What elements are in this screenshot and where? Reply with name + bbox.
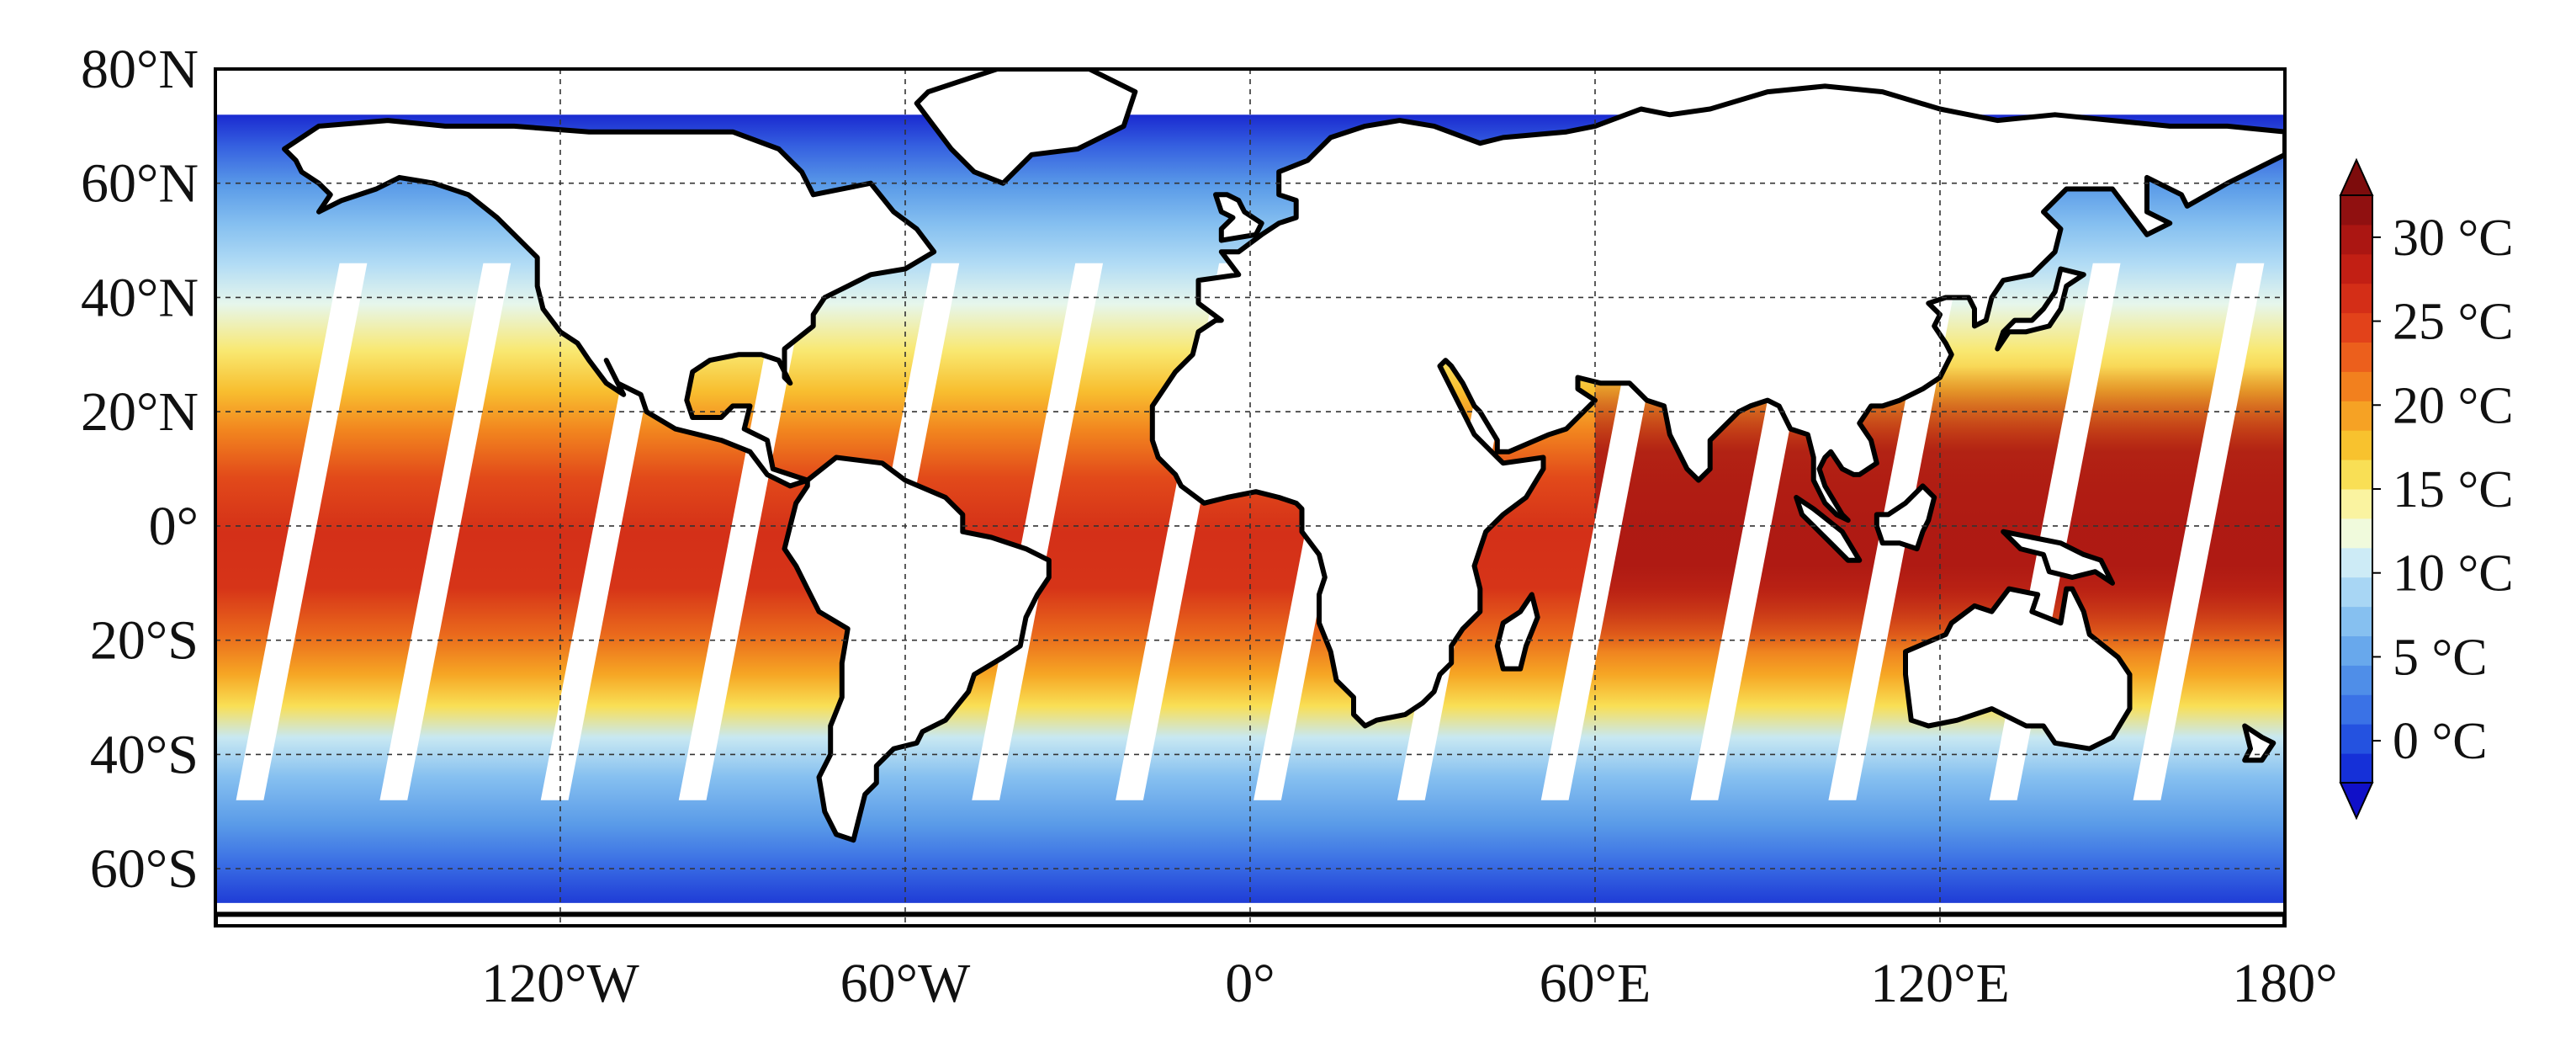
colorbar-segment [2340,253,2372,284]
colorbar-segment [2340,430,2372,460]
colorbar-segment [2340,460,2372,490]
colorbar-extend-low [2339,782,2374,821]
colorbar-segment [2340,312,2372,343]
land-south-america [782,454,1052,843]
colorbar-segment [2340,489,2372,519]
colorbar-segment [2340,694,2372,725]
colorbar-segment [2340,577,2372,608]
land-japan [1995,266,2086,352]
colorbar-segment [2340,724,2372,754]
land-greenland [914,69,1138,186]
lat-tick-label: 20°S [90,610,199,672]
colorbar-tick-label: 30 °C [2393,210,2514,267]
colorbar-segment [2340,635,2372,666]
colorbar-segment [2340,224,2372,255]
colorbar-segment [2340,283,2372,314]
lat-tick-label: 60°S [90,838,199,900]
land-north-america [282,118,937,489]
colorbar-segment [2340,342,2372,372]
lon-tick-label: 60°E [1540,953,1651,1014]
swath-gap-14 [2133,263,2265,800]
lon-tick-label: 0° [1225,953,1275,1014]
colorbar-segment [2340,518,2372,549]
swath-gap-2 [379,263,511,800]
colorbar-tick-label: 5 °C [2393,629,2488,686]
land-new-guinea [2001,529,2115,586]
land-uk [1213,192,1264,243]
lat-tick-label: 0° [149,496,199,557]
swath-gap-10 [1540,263,1672,800]
land-africa-eurasia [1149,83,2285,729]
lon-tick-label: 180° [2232,953,2337,1014]
lat-tick-label: 80°N [81,39,199,100]
land-australia [1903,586,2133,752]
lat-tick-label: 60°N [81,153,199,215]
land-madagascar [1494,592,1540,672]
lon-tick-label: 60°W [840,953,971,1014]
colorbar-segment [2340,547,2372,578]
colorbar-tick-label: 15 °C [2393,461,2514,518]
colorbar-tick-label: 20 °C [2393,377,2514,434]
colorbar-segment [2340,371,2372,401]
land-sumatra [1794,495,1863,563]
latitude-tick-labels: 80°N 60°N 40°N 20°N 0° 20°S 40°S 60°S [81,39,199,900]
lat-tick-label: 40°N [81,267,199,328]
swath-gap-6 [972,263,1104,800]
colorbar-segment [2340,665,2372,695]
colorbar-extend-high [2339,157,2374,196]
colorbar-tick-label: 0 °C [2393,713,2488,770]
temperature-colorbar: 30 °C 25 °C 20 °C 15 °C 10 °C 5 °C 0 °C [2339,157,2514,821]
swath-gap-4 [678,263,810,800]
lon-tick-label: 120°E [1870,953,2010,1014]
lat-tick-label: 40°S [90,724,199,785]
map-frame [214,67,2287,927]
colorbar-tick-label: 10 °C [2393,545,2514,603]
colorbar-segment [2340,401,2372,431]
colorbar-segment [2340,606,2372,636]
colorbar-segment [2340,195,2372,226]
land-masses [215,69,2285,926]
swath-gap-3 [540,263,672,800]
land-new-zealand [2242,723,2277,763]
colorbar-tick-label: 25 °C [2393,294,2514,351]
map-plot-area: 80°N 60°N 40°N 20°N 0° 20°S 40°S 60°S 120°W 60°W… [81,39,2338,1014]
colorbar-segment [2340,753,2372,784]
longitude-tick-labels: 120°W 60°W 0° 60°E 120°E 180° [481,953,2338,1014]
map-gridlines [215,69,2285,926]
swath-gap-1 [236,263,368,800]
lat-tick-label: 20°N [81,381,199,443]
lon-tick-label: 120°W [481,953,639,1014]
